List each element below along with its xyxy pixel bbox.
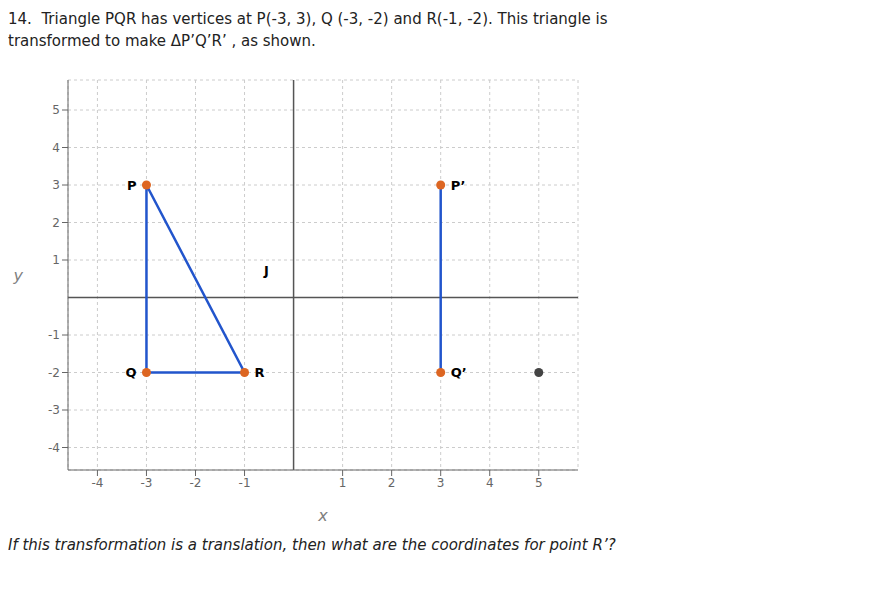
svg-text:4: 4 (52, 141, 60, 155)
svg-text:x: x (317, 506, 328, 525)
svg-text:-3: -3 (48, 403, 60, 417)
html-text:14. Triangle PQR has vertices: 14. Triangle PQR has vertices at P(-3, 3… (8, 10, 608, 28)
svg-text:3: 3 (437, 476, 445, 490)
svg-text:-4: -4 (48, 441, 60, 455)
svg-text:y: y (13, 266, 24, 285)
svg-text:-1: -1 (48, 328, 60, 342)
svg-text:1: 1 (52, 253, 60, 267)
html-text:transformed to make ΔP’Q’R’ ,: transformed to make ΔP’Q’R’ , as shown. (8, 32, 316, 50)
svg-text:5: 5 (52, 103, 60, 117)
svg-text:-2: -2 (190, 476, 202, 490)
svg-text:4: 4 (486, 476, 494, 490)
svg-text:Q’: Q’ (451, 365, 467, 380)
svg-text:5: 5 (535, 476, 543, 490)
svg-text:Q: Q (125, 365, 136, 380)
svg-text:2: 2 (52, 216, 60, 230)
svg-text:3: 3 (52, 178, 60, 192)
svg-text:-2: -2 (48, 366, 60, 380)
svg-text:-3: -3 (140, 476, 152, 490)
svg-text:-1: -1 (239, 476, 251, 490)
svg-text:R: R (255, 365, 265, 380)
svg-text:-4: -4 (91, 476, 103, 490)
svg-text:P: P (127, 178, 137, 193)
html-text:If this transformation is a tr: If this transformation is a translation,… (8, 536, 616, 554)
svg-text:2: 2 (388, 476, 396, 490)
svg-text:J: J (263, 263, 269, 278)
svg-text:1: 1 (339, 476, 347, 490)
svg-text:P’: P’ (451, 178, 466, 193)
